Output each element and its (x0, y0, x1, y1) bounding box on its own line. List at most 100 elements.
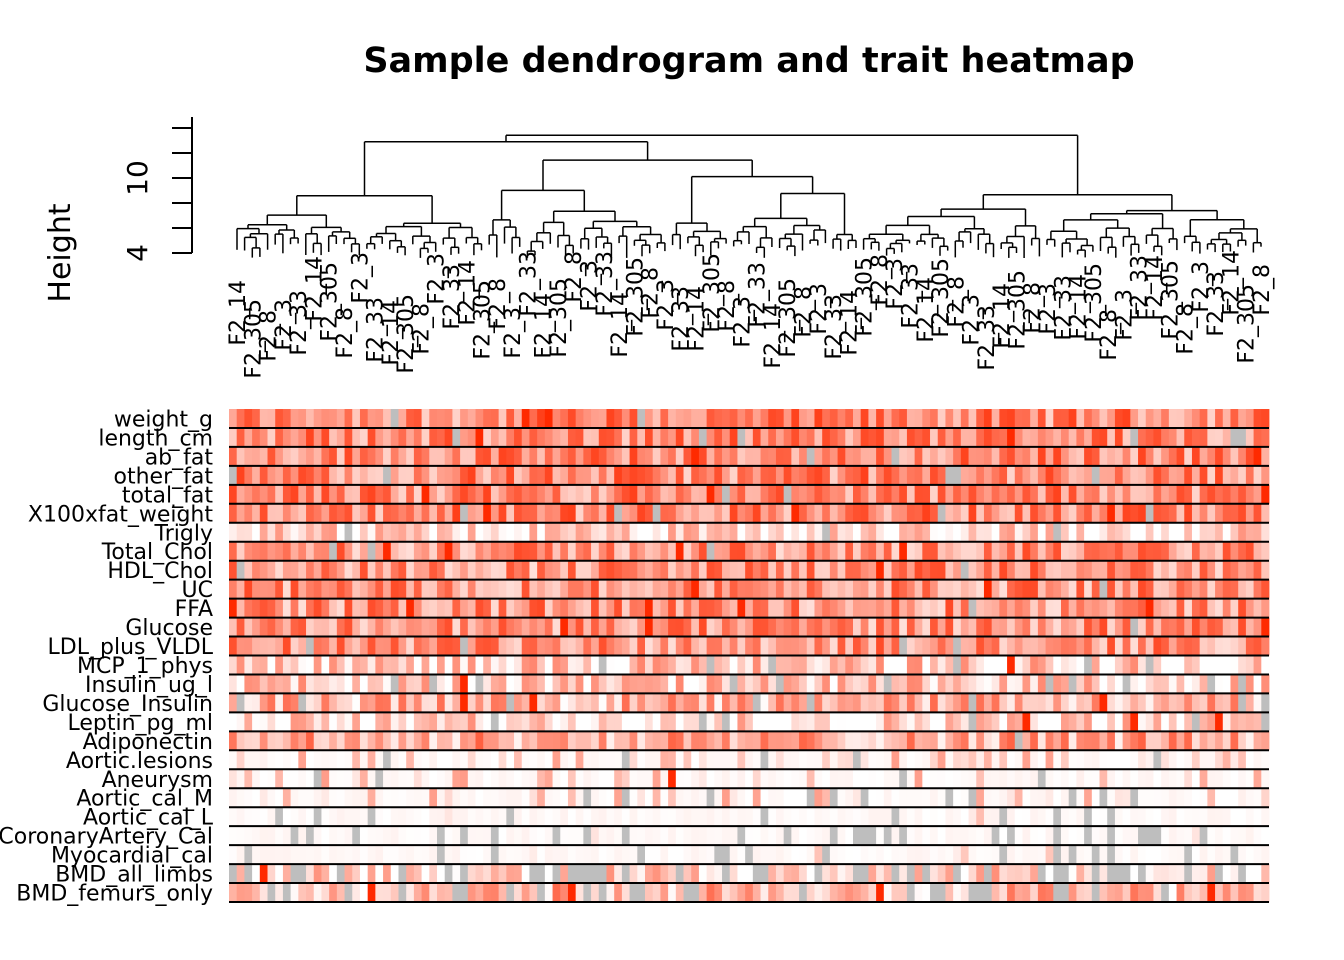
heatmap-cell (806, 788, 815, 808)
heatmap-cell (259, 693, 268, 713)
heatmap-cell (506, 598, 515, 618)
heatmap-cell (1061, 484, 1070, 505)
heatmap-cell (452, 826, 461, 846)
heatmap-cell (390, 465, 399, 486)
heatmap-cell (1261, 674, 1270, 694)
heatmap-cell (1153, 541, 1162, 561)
heatmap-cell (521, 845, 530, 865)
heatmap-cell (344, 826, 353, 846)
heatmap-cell (876, 807, 885, 827)
heatmap-cell (475, 883, 484, 903)
heatmap-cell (298, 712, 307, 732)
heatmap-cell (729, 807, 738, 827)
heatmap-cell (906, 465, 916, 486)
heatmap-cell (976, 579, 985, 599)
heatmap-cell (945, 693, 954, 713)
heatmap-cell (329, 864, 338, 884)
heatmap-cell (1245, 579, 1254, 599)
heatmap-cell (375, 484, 384, 505)
heatmap-cell (421, 598, 430, 618)
heatmap-cell (814, 484, 823, 505)
heatmap-cell (506, 845, 515, 865)
heatmap-cell (1207, 465, 1216, 486)
heatmap-cell (806, 883, 815, 903)
heatmap-cell (359, 712, 369, 732)
heatmap-cell (352, 636, 361, 656)
heatmap-cell (398, 579, 407, 599)
heatmap-cell (922, 693, 931, 713)
heatmap-cell (1138, 522, 1147, 542)
heatmap-cell (1099, 522, 1108, 542)
heatmap-cell (290, 427, 299, 448)
heatmap-cell (267, 409, 276, 429)
heatmap-cell (914, 693, 923, 713)
heatmap-cell (383, 484, 392, 505)
heatmap-cell (598, 541, 607, 561)
heatmap-cell (1238, 807, 1247, 827)
heatmap-cell (1053, 807, 1062, 827)
heatmap-cell (637, 769, 646, 789)
heatmap-cell (583, 427, 592, 448)
heatmap-cell (329, 769, 338, 789)
heatmap-cell (298, 446, 307, 467)
heatmap-cell (398, 560, 407, 580)
heatmap-cell (652, 693, 661, 713)
heatmap-cell (282, 598, 292, 618)
heatmap-cell (914, 845, 923, 865)
heatmap-cell (945, 636, 954, 656)
heatmap-cell (537, 541, 546, 561)
heatmap-cell (1207, 826, 1216, 846)
heatmap-cell (1007, 503, 1016, 523)
heatmap-cell (637, 503, 646, 523)
heatmap-cell (313, 731, 322, 751)
heatmap-cell (244, 465, 253, 486)
heatmap-cell (1053, 826, 1062, 846)
heatmap-cell (899, 617, 908, 637)
heatmap-cell (621, 636, 630, 656)
heatmap-cell (329, 636, 338, 656)
heatmap-cell (298, 465, 307, 486)
heatmap-cell (968, 409, 977, 429)
heatmap-cell (406, 503, 415, 523)
heatmap-cell (352, 788, 361, 808)
heatmap-cell (845, 883, 854, 903)
heatmap-cell (991, 655, 1000, 675)
heatmap-cell (252, 617, 261, 637)
heatmap-cell (906, 788, 916, 808)
heatmap-cell (560, 636, 569, 656)
heatmap-cell (467, 427, 476, 448)
heatmap-cell (1161, 484, 1170, 505)
heatmap-cell (791, 446, 800, 467)
heatmap-cell (1161, 465, 1170, 486)
heatmap-cell (791, 655, 800, 675)
heatmap-cell (390, 484, 399, 505)
heatmap-cell (745, 674, 754, 694)
heatmap-cell (406, 465, 415, 486)
heatmap-cell (460, 503, 469, 523)
heatmap-cell (275, 522, 284, 542)
heatmap-cell (976, 636, 985, 656)
heatmap-cell (236, 826, 245, 846)
leaf-label: F2_3 (960, 294, 985, 346)
heatmap-cell (229, 693, 238, 713)
heatmap-cell (899, 655, 908, 675)
heatmap-cell (537, 864, 546, 884)
heatmap-cell (614, 712, 623, 732)
heatmap-cell (344, 712, 353, 732)
heatmap-cell (729, 655, 738, 675)
heatmap-cell (775, 484, 785, 505)
heatmap-cell (799, 788, 808, 808)
heatmap-cell (745, 446, 754, 467)
heatmap-cell (1245, 503, 1254, 523)
heatmap-cell (983, 446, 993, 467)
heatmap-cell (552, 674, 561, 694)
heatmap-cell (1068, 636, 1077, 656)
heatmap-cell (298, 864, 307, 884)
heatmap-cell (244, 883, 253, 903)
heatmap-cell (598, 655, 607, 675)
heatmap-cell (259, 522, 268, 542)
heatmap-cell (390, 636, 399, 656)
heatmap-cell (498, 446, 507, 467)
heatmap-cell (1261, 864, 1270, 884)
heatmap-cell (729, 883, 738, 903)
